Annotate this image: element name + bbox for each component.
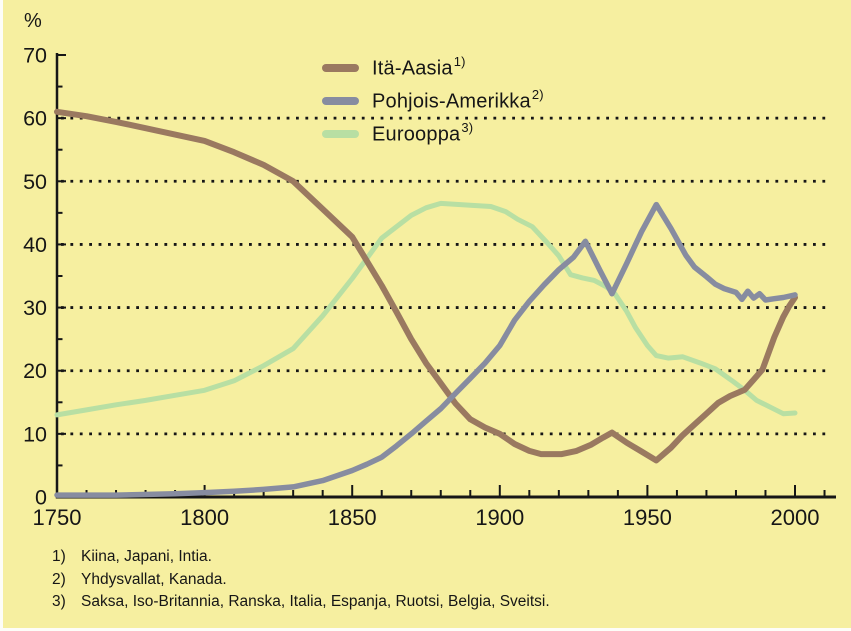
legend-footnote-ref-3: 3) <box>461 120 474 136</box>
y-tick-label: 20 <box>23 359 47 383</box>
footnote-1-marker: 1) <box>52 548 66 565</box>
y-tick-label: 0 <box>35 486 47 510</box>
x-tick-label: 1800 <box>180 505 229 530</box>
scan-edge-bottom <box>0 628 851 631</box>
series-line-it-aasia <box>54 108 798 464</box>
line-chart: 0 10 20 30 40 50 60 70% 1750 1800 1850 1900 1950 2000 <box>23 10 836 530</box>
y-tick-label: 30 <box>23 296 47 320</box>
legend-label-ita-aasia: Itä-Aasia1) <box>372 54 466 80</box>
series-line-pohjois-amerikka <box>54 201 798 498</box>
y-tick-label: 70 <box>23 44 47 68</box>
footnote-3-text: Saksa, Iso-Britannia, Ranska, Italia, Es… <box>81 593 550 610</box>
y-axis-unit-label: % <box>24 10 42 32</box>
x-tick-label: 1750 <box>33 505 82 530</box>
footnote-3: 3) Saksa, Iso-Britannia, Ranska, Italia,… <box>52 591 550 614</box>
legend-label-pohjois-amerikka: Pohjois-Amerikka2) <box>372 87 544 113</box>
footnotes: 1) Kiina, Japani, Intia. 2) Yhdysvallat,… <box>52 546 550 614</box>
y-tick-label: 60 <box>23 107 47 131</box>
scan-edge-left <box>0 0 3 631</box>
y-tick-label: 50 <box>23 170 47 194</box>
legend-line-swatch-ita-aasia <box>322 64 359 72</box>
x-tick-label: 2000 <box>771 505 820 530</box>
footnote-2: 2) Yhdysvallat, Kanada. <box>52 569 550 592</box>
legend-item-pohjois-amerikka: Pohjois-Amerikka2) <box>322 87 544 114</box>
footnote-1-text: Kiina, Japani, Intia. <box>81 548 212 565</box>
x-tick-label: 1950 <box>623 505 672 530</box>
legend-item-ita-aasia: Itä-Aasia1) <box>322 54 543 81</box>
legend-line-swatch-pohjois-amerikka <box>322 97 359 105</box>
footnote-2-marker: 2) <box>52 570 66 588</box>
legend-footnote-ref-1: 1) <box>453 54 466 70</box>
y-tick-label: 10 <box>23 422 47 446</box>
legend-item-eurooppa: Eurooppa3) <box>322 120 543 147</box>
legend-line-swatch-eurooppa <box>322 130 359 138</box>
x-tick-label: 1850 <box>328 505 377 530</box>
chart-legend: Itä-Aasia1) Pohjois-Amerikka2) Eurooppa3… <box>322 54 544 154</box>
y-tick-label: 40 <box>23 233 47 257</box>
series-line-eurooppa <box>54 200 798 418</box>
footnote-2-text: Yhdysvallat, Kanada. <box>81 570 227 588</box>
footnote-1: 1) Kiina, Japani, Intia. <box>52 546 550 569</box>
legend-label-eurooppa: Eurooppa3) <box>372 120 474 146</box>
legend-footnote-ref-2: 2) <box>531 87 544 103</box>
footnote-3-marker: 3) <box>52 593 66 610</box>
x-tick-label: 1900 <box>475 505 524 530</box>
